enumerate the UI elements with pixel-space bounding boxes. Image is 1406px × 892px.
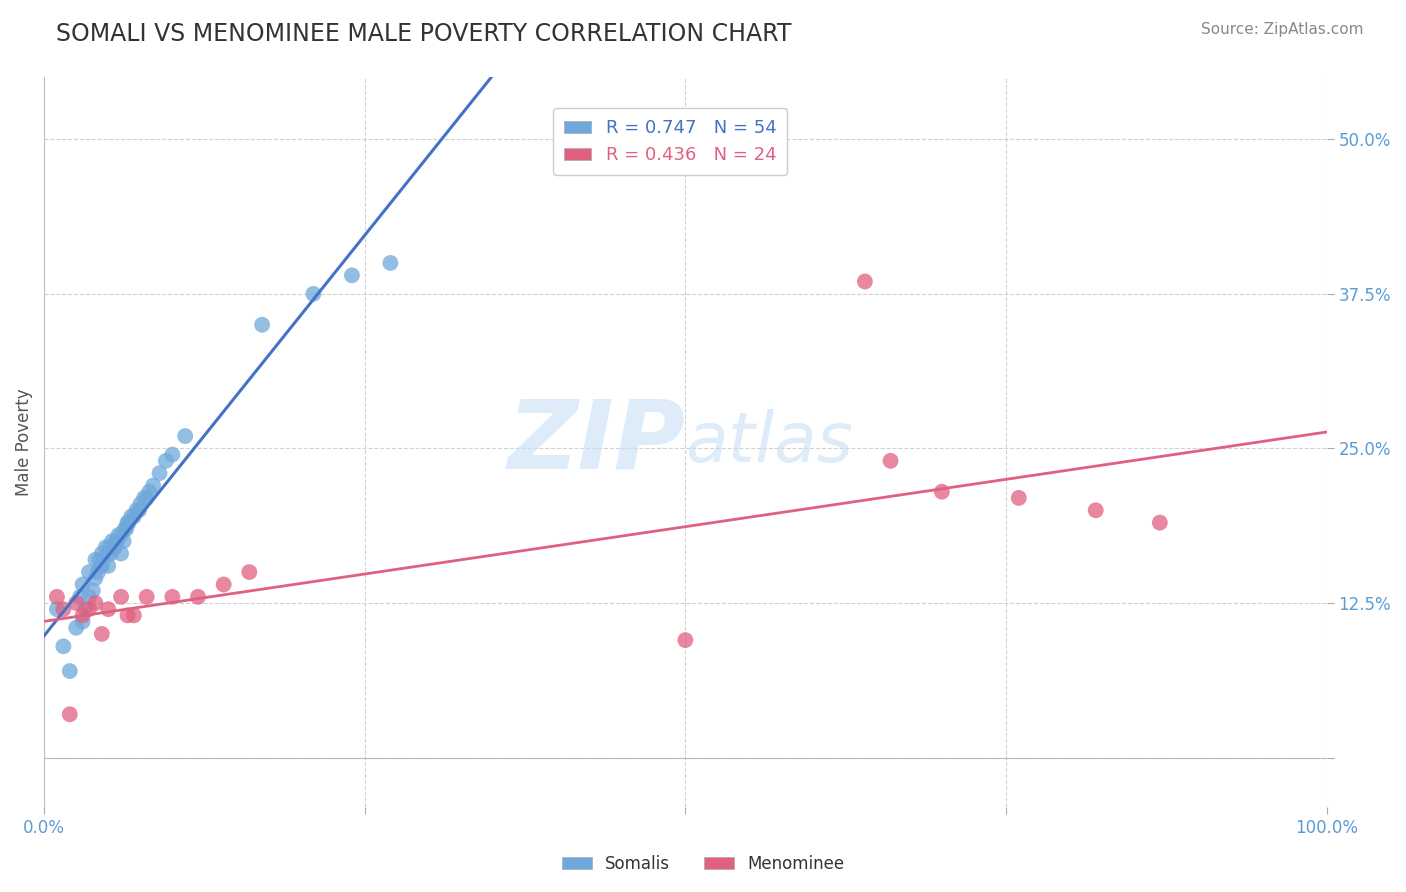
Point xyxy=(340,268,363,283)
Point xyxy=(69,590,91,604)
Point xyxy=(52,640,75,654)
Point xyxy=(135,491,157,505)
Point xyxy=(97,547,120,561)
Point xyxy=(142,478,165,492)
Point xyxy=(52,602,75,616)
Point xyxy=(90,627,112,641)
Point xyxy=(45,602,67,616)
Text: Source: ZipAtlas.com: Source: ZipAtlas.com xyxy=(1201,22,1364,37)
Point xyxy=(77,565,100,579)
Point xyxy=(112,534,135,549)
Point xyxy=(117,608,139,623)
Point xyxy=(117,516,139,530)
Point xyxy=(138,484,160,499)
Point xyxy=(122,608,145,623)
Legend: Somalis, Menominee: Somalis, Menominee xyxy=(555,848,851,880)
Point xyxy=(673,633,696,648)
Text: atlas: atlas xyxy=(685,409,853,475)
Text: ZIP: ZIP xyxy=(508,396,685,489)
Point xyxy=(135,590,157,604)
Point xyxy=(72,608,94,623)
Point xyxy=(250,318,273,332)
Point xyxy=(302,286,325,301)
Point xyxy=(125,503,148,517)
Point xyxy=(110,590,132,604)
Point xyxy=(122,509,145,524)
Point xyxy=(75,602,97,616)
Point xyxy=(134,491,156,505)
Point xyxy=(91,552,114,566)
Point xyxy=(238,565,260,579)
Point xyxy=(120,509,142,524)
Point xyxy=(100,547,122,561)
Point xyxy=(45,590,67,604)
Point xyxy=(115,522,138,536)
Point xyxy=(129,497,152,511)
Point xyxy=(90,547,112,561)
Point xyxy=(105,534,128,549)
Point xyxy=(87,565,110,579)
Point xyxy=(84,571,107,585)
Point xyxy=(155,454,177,468)
Point xyxy=(187,590,209,604)
Point xyxy=(90,558,112,573)
Point xyxy=(104,541,127,555)
Point xyxy=(110,528,132,542)
Point xyxy=(114,522,136,536)
Text: SOMALI VS MENOMINEE MALE POVERTY CORRELATION CHART: SOMALI VS MENOMINEE MALE POVERTY CORRELA… xyxy=(56,22,792,46)
Legend: R = 0.747   N = 54, R = 0.436   N = 24: R = 0.747 N = 54, R = 0.436 N = 24 xyxy=(554,108,787,175)
Point xyxy=(853,275,876,289)
Y-axis label: Male Poverty: Male Poverty xyxy=(15,388,32,496)
Point xyxy=(212,577,235,591)
Point xyxy=(879,454,901,468)
Point xyxy=(931,484,953,499)
Point xyxy=(97,558,120,573)
Point xyxy=(59,707,82,722)
Point xyxy=(89,552,111,566)
Point xyxy=(103,541,125,555)
Point xyxy=(65,621,87,635)
Point xyxy=(148,466,170,480)
Point xyxy=(98,541,121,555)
Point xyxy=(104,534,127,549)
Point xyxy=(1008,491,1031,505)
Point xyxy=(72,577,94,591)
Point xyxy=(59,664,82,678)
Point xyxy=(118,516,141,530)
Point xyxy=(174,429,197,443)
Point xyxy=(162,448,184,462)
Point xyxy=(128,503,150,517)
Point xyxy=(1149,516,1171,530)
Point xyxy=(101,534,124,549)
Point xyxy=(97,602,120,616)
Point xyxy=(72,615,94,629)
Point xyxy=(84,596,107,610)
Point xyxy=(110,547,132,561)
Point xyxy=(1084,503,1107,517)
Point xyxy=(380,256,402,270)
Point xyxy=(65,596,87,610)
Point xyxy=(77,590,100,604)
Point xyxy=(84,552,107,566)
Point xyxy=(77,602,100,616)
Point xyxy=(82,583,104,598)
Point xyxy=(107,528,129,542)
Point xyxy=(94,541,117,555)
Point xyxy=(162,590,184,604)
Point xyxy=(90,558,112,573)
